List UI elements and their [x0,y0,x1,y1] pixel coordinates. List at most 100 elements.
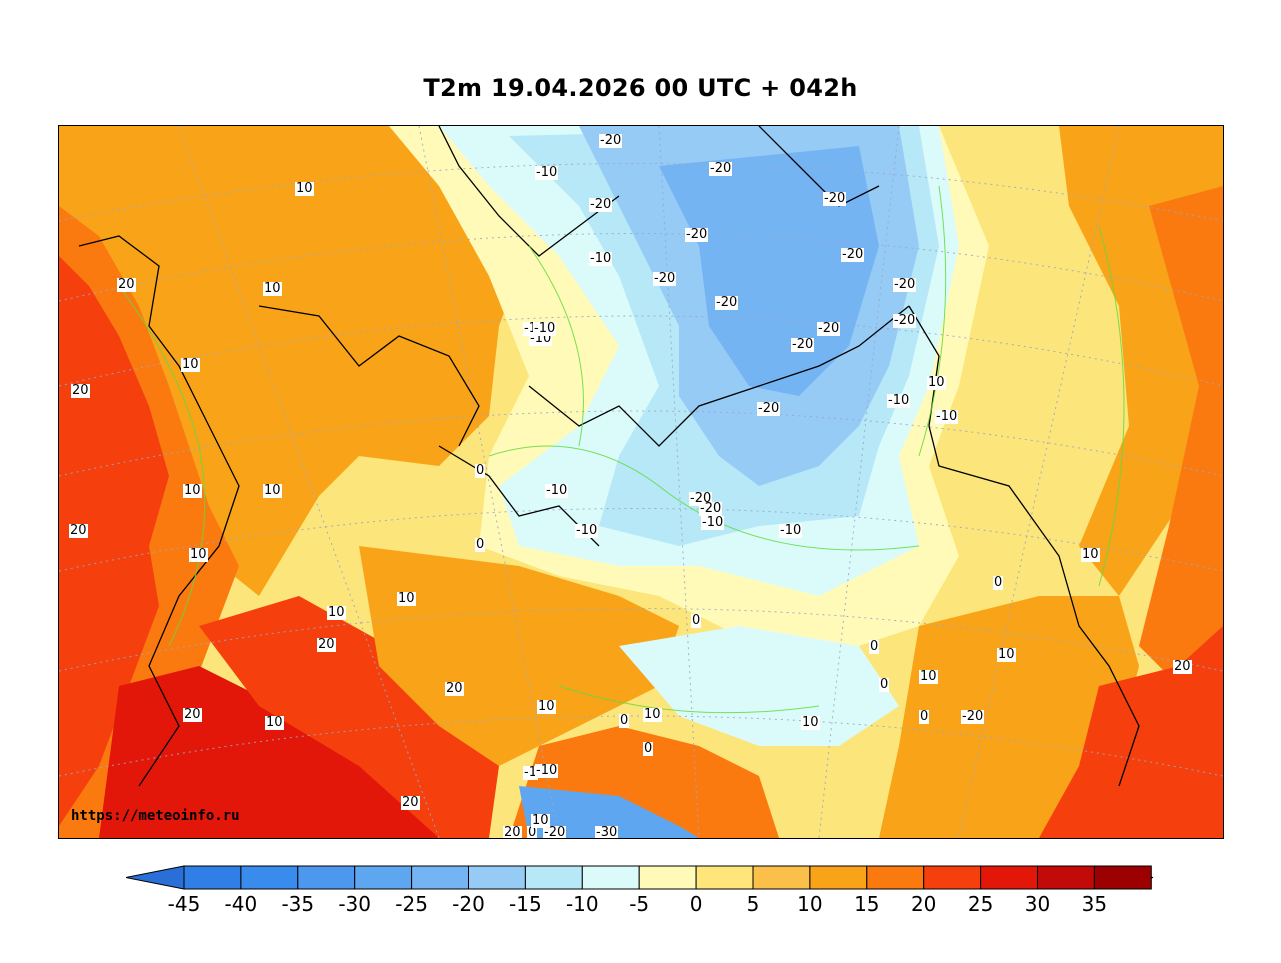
contour-label: -10 [533,321,557,336]
temp-field-southeast-20 [1039,626,1223,838]
colorbar-tick-label: 25 [967,892,994,916]
colorbar-tick-label: -15 [509,892,542,916]
colorbar-tick-label: 20 [910,892,937,916]
temp-field-south-minus20 [519,786,699,838]
colorbar-bin [183,865,242,890]
contour-label: 0 [475,537,486,552]
colorbar-bin [354,865,413,890]
colorbar-low-arrow [126,865,185,890]
contour-label: 10 [295,181,314,196]
contour-label: 20 [117,277,136,292]
colorbar-tick-label: -10 [565,892,599,916]
colorbar-tick-label: 10 [797,892,823,916]
contour-label: -20 [961,709,985,724]
contour-label: -20 [709,161,733,176]
contour-label: 10 [183,483,202,498]
contour-label: 10 [1081,547,1100,562]
colorbar-bin [866,865,925,890]
contour-label: -10 [887,393,911,408]
colorbar-tick-label: -5 [629,892,650,916]
contour-label: 10 [643,707,662,722]
contour-label: 10 [801,715,820,730]
contour-label: 20 [445,681,464,696]
contour-label: 10 [263,281,282,296]
contour-label: -20 [841,247,865,262]
colorbar-bin [468,865,526,890]
map-title: T2m 19.04.2026 00 UTC + 042h [423,74,858,102]
contour-label: 10 [189,547,208,562]
colorbar-bin [809,865,868,890]
colorbar-bin [695,865,754,890]
contour-label: 0 [919,709,930,724]
colorbar-bin [980,865,1038,890]
contour-label: -30 [595,825,619,839]
contour-label: 20 [71,383,90,398]
colorbar-tick-label: 15 [854,892,880,916]
contour-label: -10 [779,523,803,538]
contour-label: -20 [653,271,677,286]
contour-label: -10 [535,165,559,180]
contour-label: -10 [935,409,959,424]
contour-label: -10 [701,515,725,530]
colorbar-tick-label: -20 [452,892,485,916]
contour-label: -10 [589,251,613,266]
contour-label: -1 [523,765,538,780]
contour-label: 10 [397,591,416,606]
contour-label: -10 [535,763,559,778]
contour-label: 0 [869,639,880,654]
colorbar-bin [923,865,982,890]
coastlines [78,126,1140,787]
contour-label: 10 [537,699,556,714]
contour-label: 20 [503,825,522,839]
temp-field-east-15 [1139,186,1223,686]
contour-label: 10 [919,669,938,684]
contour-label: -20 [893,313,917,328]
contour-label: -10 [575,523,599,538]
graticule [59,126,1223,838]
contour-label: -20 [893,277,917,292]
temperature-map: -20 -10 -20 -20 -20 -10 -20 -20 -20 -20 -20 -20 -10-… [58,125,1224,839]
colorbar-bin [581,865,640,890]
colorbar-bin [524,865,583,890]
isotherms-green [118,185,1125,714]
colorbar-bin [297,865,356,890]
colorbar-bin [1093,865,1152,890]
contour-label: -20 [699,501,723,516]
contour-label: 10 [531,813,550,828]
contour-label: 0 [879,677,890,692]
contour-label: -10 [545,483,569,498]
contour-label: -20 [791,337,815,352]
colorbar-tick-label: 30 [1024,892,1051,916]
contour-label: 0 [475,463,486,478]
contour-label: 10 [181,357,200,372]
contour-label: 20 [401,795,420,810]
contour-label: -20 [589,197,613,212]
watermark: https://meteoinfo.ru [71,808,240,824]
contour-label: 20 [1173,659,1192,674]
contour-label: -20 [685,227,709,242]
colorbar-tick-label: -30 [338,892,372,916]
contour-label: 20 [69,523,88,538]
contour-label: -20 [817,321,841,336]
contour-label: 0 [527,825,538,839]
contour-label: -20 [757,401,781,416]
contour-label: -20 [715,295,739,310]
contour-label: 10 [327,605,346,620]
contour-label: 10 [997,647,1016,662]
contour-label: 10 [263,483,282,498]
colorbar-bin [240,865,299,890]
colorbar-bin [1037,865,1095,890]
contour-label: 10 [265,715,284,730]
colorbar-bin [638,865,697,890]
contour-label: -20 [599,133,623,148]
colorbar-tick-label: -25 [395,892,428,916]
contour-label: 0 [691,613,702,628]
colorbar-bins [183,865,1152,890]
temp-field-south-minus10 [619,626,899,746]
contour-label: 10 [927,375,946,390]
contour-label: 0 [643,741,654,756]
colorbar-tick-label: -40 [224,892,258,916]
colorbar [126,865,1154,890]
contour-label: 0 [993,575,1004,590]
colorbar-bin [411,865,470,890]
